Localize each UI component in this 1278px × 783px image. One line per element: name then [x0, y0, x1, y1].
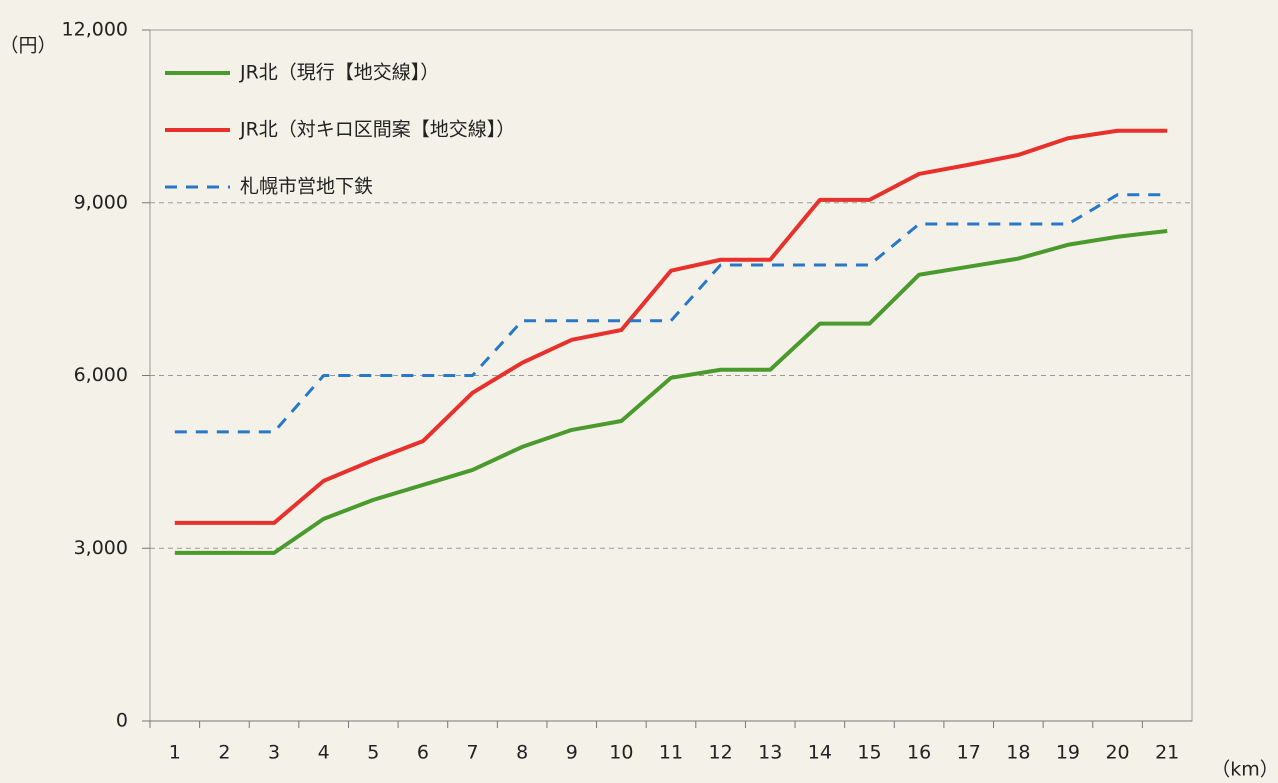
x-tick-label: 4: [318, 742, 330, 764]
x-axis-label: （km）: [1211, 759, 1278, 781]
x-tick-label: 20: [1105, 742, 1129, 764]
x-tick-label: 10: [609, 742, 633, 764]
x-tick-label: 17: [957, 742, 981, 764]
series-line: [174, 228, 1168, 555]
y-axis-label: （円）: [0, 35, 57, 57]
y-tick-label: 6,000: [74, 364, 128, 386]
series-line: [174, 128, 1168, 525]
x-tick-label: 18: [1006, 742, 1030, 764]
x-tick-label: 5: [367, 742, 379, 764]
legend-label: JR北（対キロ区間案【地交線】）: [239, 119, 515, 141]
x-tick-label: 11: [659, 742, 683, 764]
x-tick-label: 2: [218, 742, 230, 764]
x-tick-label: 16: [907, 742, 931, 764]
legend-label: 札幌市営地下鉄: [240, 176, 373, 198]
x-tick-label: 12: [709, 742, 733, 764]
y-tick-label: 3,000: [74, 537, 128, 559]
x-tick-label: 1: [169, 742, 181, 764]
y-tick-label: 9,000: [74, 191, 128, 213]
x-tick-label: 13: [758, 742, 782, 764]
legend-label: JR北（現行【地交線】）: [239, 62, 439, 84]
x-tick-label: 3: [268, 742, 280, 764]
x-tick-label: 9: [566, 742, 578, 764]
x-tick-label: 21: [1155, 742, 1179, 764]
y-tick-label: 12,000: [62, 19, 128, 41]
x-tick-label: 6: [417, 742, 429, 764]
y-tick-label: 0: [116, 710, 128, 732]
x-tick-label: 15: [857, 742, 881, 764]
x-tick-label: 14: [808, 742, 832, 764]
x-tick-label: 19: [1056, 742, 1080, 764]
series-line: [174, 193, 1168, 434]
x-tick-label: 7: [466, 742, 478, 764]
x-tick-label: 8: [516, 742, 528, 764]
